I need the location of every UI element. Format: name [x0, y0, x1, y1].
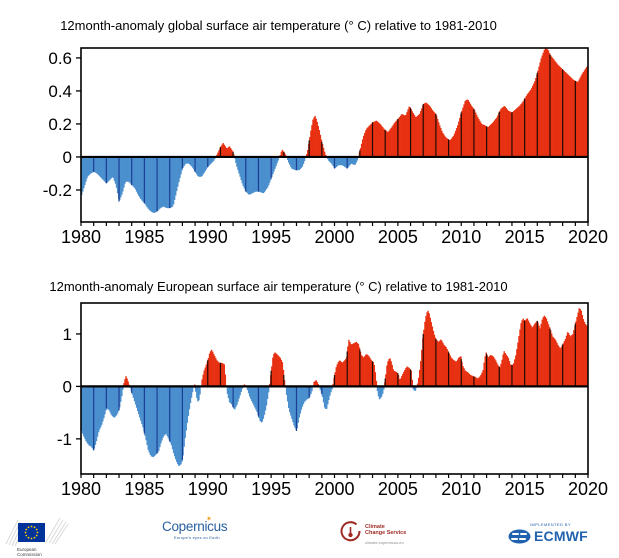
c3s-line1: Climate [365, 524, 385, 530]
svg-text:1985: 1985 [124, 227, 164, 247]
european-commission-label: European Commission [17, 547, 42, 557]
svg-text:0.6: 0.6 [48, 49, 72, 68]
anomaly-bars [81, 308, 588, 467]
ec-line1: European [17, 547, 37, 552]
svg-text:1: 1 [63, 325, 72, 344]
svg-text:1990: 1990 [188, 227, 228, 247]
european-anomaly-chart: 1980 1985 1990 1995 2000 2005 2010 2015 2020 1 0 -1 [57, 302, 608, 495]
svg-text:2015: 2015 [505, 479, 545, 495]
svg-text:0.2: 0.2 [48, 115, 72, 134]
ecmwf-name: ECMWF [534, 528, 588, 544]
ecmwf-globe-icon [508, 529, 531, 543]
footer-logos: European Commission Copernicus ✶ Europe'… [0, 510, 619, 558]
svg-text:0: 0 [63, 377, 72, 396]
ec-line2: Commission [17, 552, 42, 557]
svg-text:-1: -1 [57, 430, 72, 449]
c3s-url: climate.copernicus.eu [365, 540, 404, 545]
copernicus-text: Copernicus [162, 519, 228, 534]
european-commission-logo: European Commission [4, 514, 76, 558]
svg-text:2010: 2010 [441, 479, 481, 495]
x-axis-labels: 1980 1985 1990 1995 2000 2005 2010 2015 2020 [61, 227, 608, 247]
anomaly-bars [81, 48, 588, 213]
svg-text:1990: 1990 [188, 479, 228, 495]
global-chart-title: 12month-anomaly global surface air tempe… [60, 18, 497, 33]
global-anomaly-chart: 1980 1985 1990 1995 2000 2005 2010 2015 20200.60… [43, 47, 608, 247]
european-chart-section: 12month-anomaly European surface air tem… [0, 263, 619, 495]
ecmwf-implemented-by: IMPLEMENTED BY [530, 522, 571, 527]
european-chart-title: 12month-anomaly European surface air tem… [49, 279, 508, 294]
svg-text:-0.2: -0.2 [43, 181, 72, 200]
svg-text:1985: 1985 [124, 479, 164, 495]
svg-text:0.4: 0.4 [48, 82, 72, 101]
ecmwf-logo: IMPLEMENTED BY ECMWF [508, 522, 600, 552]
svg-text:2010: 2010 [441, 227, 481, 247]
svg-text:2000: 2000 [314, 227, 354, 247]
global-chart-section: 12month-anomaly global surface air tempe… [0, 0, 619, 258]
svg-text:2020: 2020 [568, 479, 608, 495]
eu-flag-icon [5, 517, 69, 547]
x-axis-ticks [80, 474, 589, 478]
copernicus-tagline: Europe's eyes on Earth [174, 535, 220, 540]
year-boundary-lines [93, 54, 576, 212]
y-axis-labels: 0.6 0.4 0.2 0 -0.2 [43, 49, 72, 200]
copernicus-wordmark: Copernicus ✶ [162, 516, 242, 534]
y-axis-ticks [76, 57, 81, 191]
copernicus-logo: Copernicus ✶ Europe's eyes on Earth [162, 516, 242, 553]
copernicus-star-icon: ✶ [206, 516, 212, 523]
y-axis-labels: 1 0 -1 [57, 325, 72, 449]
x-axis-labels: 1980 1985 1990 1995 2000 2005 2010 2015 2020 [61, 479, 608, 495]
x-axis-ticks [80, 222, 589, 226]
svg-text:1995: 1995 [251, 479, 291, 495]
c3s-name: Climate Change Service [365, 524, 406, 536]
svg-text:1995: 1995 [251, 227, 291, 247]
y-axis-ticks [76, 333, 81, 440]
svg-text:2020: 2020 [568, 227, 608, 247]
svg-text:2015: 2015 [505, 227, 545, 247]
svg-text:2005: 2005 [378, 479, 418, 495]
svg-text:2005: 2005 [378, 227, 418, 247]
svg-text:1980: 1980 [61, 479, 101, 495]
svg-text:2000: 2000 [314, 479, 354, 495]
climate-change-service-logo: Climate Change Service climate.copernicu… [340, 521, 424, 555]
svg-text:0: 0 [63, 148, 72, 167]
c3s-line2: Change Service [365, 530, 407, 536]
thermometer-circle-icon [340, 521, 361, 542]
svg-text:1980: 1980 [61, 227, 101, 247]
